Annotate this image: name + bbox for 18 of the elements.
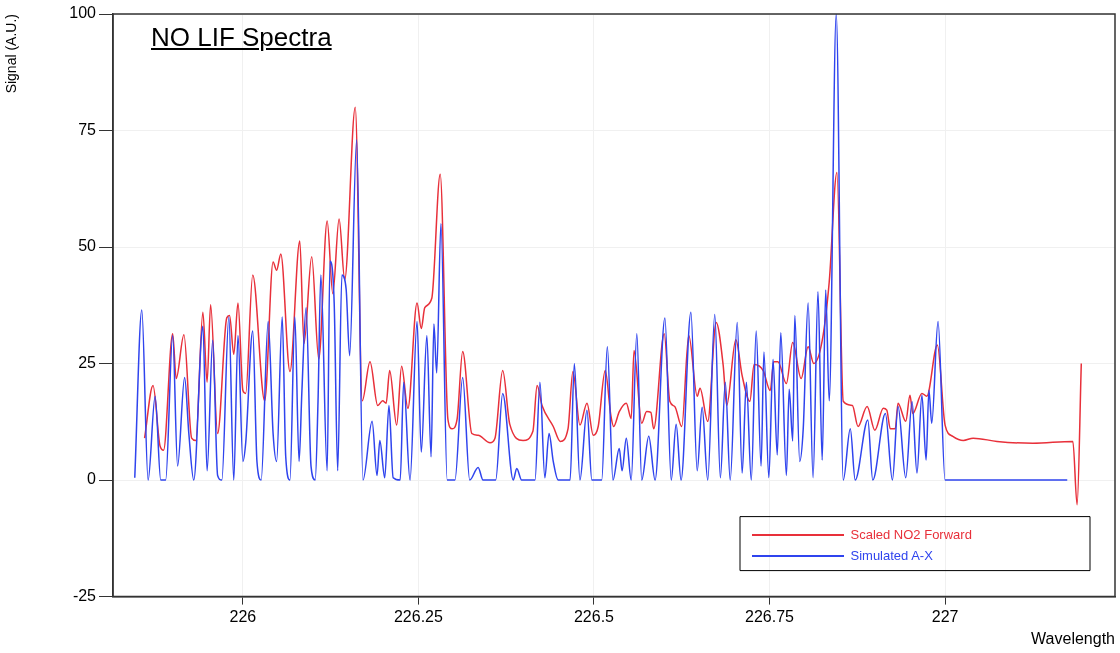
y-axis-title: Signal (A.U.) [3, 14, 20, 94]
y-tick-label: -25 [72, 587, 97, 605]
text: Scaled NO2 Forward [850, 526, 972, 542]
line-series [143, 106, 1083, 506]
y-tick-label: 50 [78, 237, 97, 255]
x-axis-title: Wavelength [1031, 629, 1115, 647]
x-tick-label: 226.5 [573, 607, 615, 625]
y-tick-label: 100 [69, 4, 97, 22]
text: Simulated A-X [850, 547, 934, 563]
x-tick-label: 226 [229, 607, 257, 625]
x-tick-label: 226.75 [745, 607, 795, 625]
y-tick-label: 25 [78, 353, 97, 371]
x-tick-label: 226.25 [393, 607, 444, 625]
x-tick-label: 227 [931, 607, 959, 625]
y-tick-label: 0 [87, 470, 97, 488]
chart-title: NO LIF Spectra [151, 22, 332, 53]
y-tick-label: 75 [78, 120, 97, 138]
line-series [134, 14, 1068, 481]
